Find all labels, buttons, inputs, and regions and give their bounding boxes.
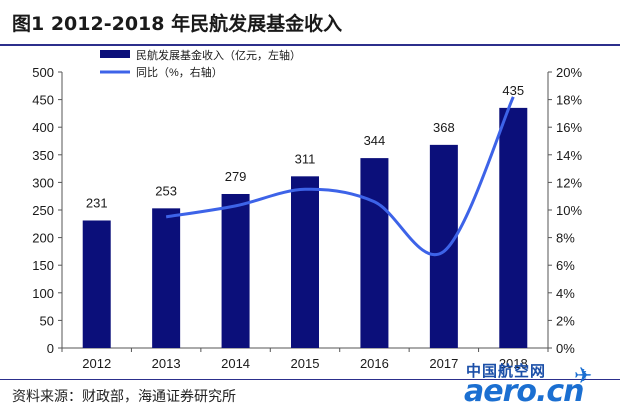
left-tick-label: 400 bbox=[32, 120, 54, 135]
right-tick-label: 6% bbox=[556, 258, 575, 273]
title-bar: 图1 2012-2018 年民航发展基金收入 bbox=[0, 0, 620, 46]
watermark-logo: 中国航空网 aero.cn ✈ bbox=[462, 360, 618, 409]
x-tick-label: 2014 bbox=[221, 356, 250, 371]
right-tick-label: 10% bbox=[556, 203, 582, 218]
yoy-growth-line bbox=[165, 96, 515, 256]
bar bbox=[499, 107, 528, 348]
bar-data-label: 435 bbox=[502, 83, 524, 98]
left-tick-label: 450 bbox=[32, 93, 54, 108]
left-tick-label: 500 bbox=[32, 65, 54, 80]
left-tick-label: 250 bbox=[32, 203, 54, 218]
right-tick-label: 16% bbox=[556, 120, 582, 135]
bar-data-label: 279 bbox=[225, 169, 247, 184]
right-tick-label: 14% bbox=[556, 148, 582, 163]
figure-title: 图1 2012-2018 年民航发展基金收入 bbox=[12, 13, 343, 35]
left-tick-label: 50 bbox=[40, 313, 54, 328]
right-tick-label: 8% bbox=[556, 231, 575, 246]
bar bbox=[291, 176, 319, 348]
x-tick-label: 2016 bbox=[360, 356, 389, 371]
watermark-cn: 中国航空网 bbox=[466, 362, 547, 380]
left-tick-label: 200 bbox=[32, 231, 54, 246]
left-tick-label: 100 bbox=[32, 286, 54, 301]
chart: 0 50 100 150 200 250 300 350 400 450 500 0% 2% 4% 6% 8%… bbox=[32, 48, 582, 371]
watermark-en: aero.cn bbox=[464, 374, 585, 409]
bar bbox=[152, 208, 181, 348]
bar bbox=[221, 193, 250, 348]
left-tick-label: 150 bbox=[32, 258, 54, 273]
bar bbox=[360, 158, 389, 348]
bar bbox=[82, 220, 111, 348]
x-tick-label: 2015 bbox=[291, 356, 320, 371]
left-tick-label: 300 bbox=[32, 175, 54, 190]
right-tick-label: 2% bbox=[556, 313, 575, 328]
footer-divider bbox=[0, 379, 620, 380]
right-tick-label: 20% bbox=[556, 65, 582, 80]
right-tick-label: 4% bbox=[556, 286, 575, 301]
bar-data-label: 311 bbox=[295, 151, 316, 166]
left-tick-label: 350 bbox=[32, 148, 54, 163]
source-note: 资料来源：财政部，海通证券研究所 bbox=[12, 389, 236, 405]
right-tick-label: 18% bbox=[556, 93, 582, 108]
legend-bar-label: 民航发展基金收入（亿元，左轴） bbox=[136, 48, 301, 62]
x-tick-label: 2012 bbox=[82, 356, 111, 371]
bar bbox=[429, 144, 458, 348]
bar-data-label: 231 bbox=[86, 195, 108, 210]
x-tick-label: 2013 bbox=[152, 356, 181, 371]
legend-line-label: 同比（%，右轴） bbox=[136, 65, 223, 79]
bar-data-label: 368 bbox=[433, 120, 455, 135]
airplane-icon: ✈ bbox=[574, 364, 593, 389]
x-tick-label: 2017 bbox=[429, 356, 458, 371]
legend-bar-swatch bbox=[100, 50, 130, 58]
bar-data-label: 344 bbox=[364, 133, 386, 148]
right-tick-label: 12% bbox=[556, 175, 582, 190]
x-tick-label: 2018 bbox=[499, 356, 528, 371]
right-tick-label: 0% bbox=[556, 341, 575, 356]
left-tick-label: 0 bbox=[47, 341, 54, 356]
bar-data-label: 253 bbox=[155, 183, 177, 198]
